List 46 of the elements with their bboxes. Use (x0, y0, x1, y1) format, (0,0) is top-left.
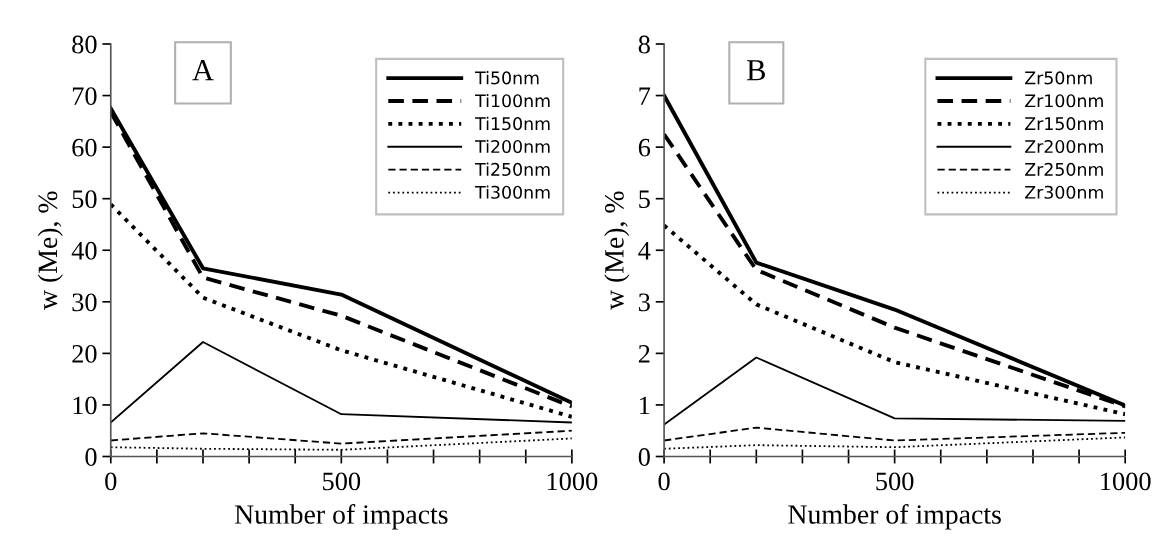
y-tick-label: 6 (638, 138, 651, 157)
y-axis-title: w (Me), % (604, 191, 630, 310)
y-tick-label: 3 (638, 293, 650, 312)
x-axis-title: Number of impacts (788, 504, 1001, 530)
x-tick-label: 500 (323, 472, 361, 491)
annotation: A (192, 60, 214, 81)
y-tick-label: 4 (638, 242, 651, 260)
line-series (664, 356, 1126, 426)
legend-label: Ti150nm (475, 116, 550, 131)
x-tick-label: 0 (658, 472, 670, 491)
y-tick-label: 20 (72, 344, 97, 363)
line-series (110, 202, 572, 419)
y-tick-label: 70 (72, 87, 97, 105)
y-tick-label: 30 (72, 293, 97, 312)
y-tick-label: 50 (72, 190, 97, 209)
y-tick-label: 8 (638, 35, 650, 54)
legend-label: Zr150nm (1025, 117, 1103, 131)
x-tick-label: 500 (876, 472, 914, 491)
legend-label: Zr200nm (1025, 139, 1103, 154)
y-axis-title: w (Me), % (37, 191, 63, 310)
y-tick-label: 10 (73, 396, 97, 415)
legend-label: Ti50nm (475, 71, 539, 85)
line-series (664, 223, 1126, 417)
x-tick-label: 1000 (547, 472, 598, 491)
x-tick-label: 1000 (1101, 472, 1151, 491)
legend-label: Zr100nm (1025, 94, 1103, 108)
y-tick-label: 0 (85, 448, 97, 466)
y-tick-label: 5 (639, 190, 650, 209)
legend-label: Zr50nm (1025, 71, 1092, 85)
y-tick-label: 0 (638, 448, 650, 466)
y-tick-label: 7 (639, 87, 651, 105)
line-series (110, 429, 572, 445)
y-tick-label: 80 (72, 35, 97, 54)
legend-label: Zr300nm (1025, 185, 1103, 199)
legend-label: Ti300nm (475, 185, 550, 199)
legend-label: Zr250nm (1025, 162, 1103, 176)
x-tick-label: 0 (105, 472, 117, 491)
y-tick-label: 2 (638, 345, 650, 363)
legend-label: Ti250nm (475, 162, 550, 176)
legend-label: Ti100nm (475, 93, 550, 108)
y-tick-label: 40 (71, 241, 97, 260)
annotation: B (747, 60, 766, 81)
y-tick-label: 1 (640, 396, 650, 415)
x-axis-title: Number of impacts (234, 504, 448, 530)
legend-label: Ti200nm (475, 139, 550, 154)
y-tick-label: 60 (72, 138, 97, 157)
